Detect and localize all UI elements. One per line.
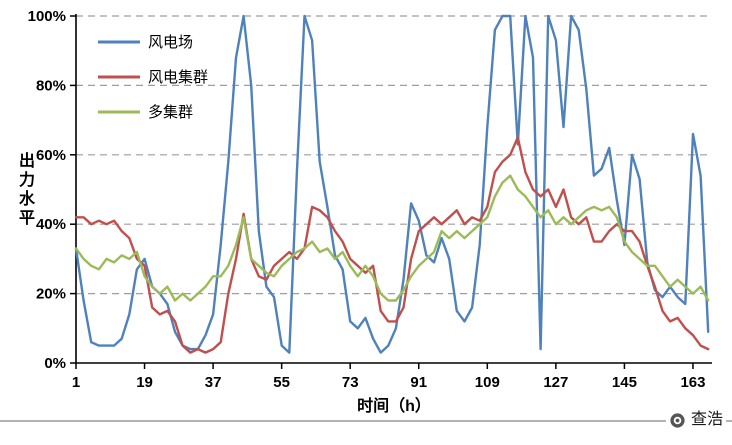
- y-tick-label: 40%: [36, 216, 66, 233]
- y-tick-label: 100%: [28, 8, 66, 25]
- x-tick-label: 1: [72, 374, 80, 391]
- camera-logo-icon: [669, 412, 686, 429]
- x-tick-label: 109: [475, 374, 500, 391]
- line-chart: 0% 20% 40% 60% 80% 100% 1 19 37 55 73 91 109 127 145 16…: [28, 8, 712, 391]
- legend-label-0: 风电场: [148, 34, 193, 51]
- x-axis-title: 时间（h）: [357, 398, 431, 415]
- series-line-2: [74, 174, 710, 302]
- x-tick-label: 145: [612, 374, 637, 391]
- watermark: 查浩: [665, 407, 726, 433]
- y-tick-label: 60%: [36, 147, 66, 164]
- x-tick-label: 91: [410, 374, 427, 391]
- y-tick-label: 80%: [36, 77, 66, 94]
- x-tick-label: 19: [136, 374, 153, 391]
- y-tick-label: 0%: [44, 355, 66, 372]
- x-tick-label: 55: [273, 374, 290, 391]
- watermark-text: 查浩: [690, 411, 723, 428]
- y-tick-label: 20%: [36, 286, 66, 303]
- series-line-0: [74, 14, 710, 354]
- legend-label-2: 多集群: [148, 104, 193, 121]
- x-tick-label: 163: [680, 374, 705, 391]
- x-tick-label: 127: [543, 374, 568, 391]
- legend-label-1: 风电集群: [148, 69, 208, 86]
- y-axis-title: 出力水平: [16, 152, 33, 228]
- x-tick-label: 37: [205, 374, 222, 391]
- series-line-1: [74, 136, 710, 354]
- x-tick-label: 73: [342, 374, 359, 391]
- footer-divider: [0, 420, 732, 422]
